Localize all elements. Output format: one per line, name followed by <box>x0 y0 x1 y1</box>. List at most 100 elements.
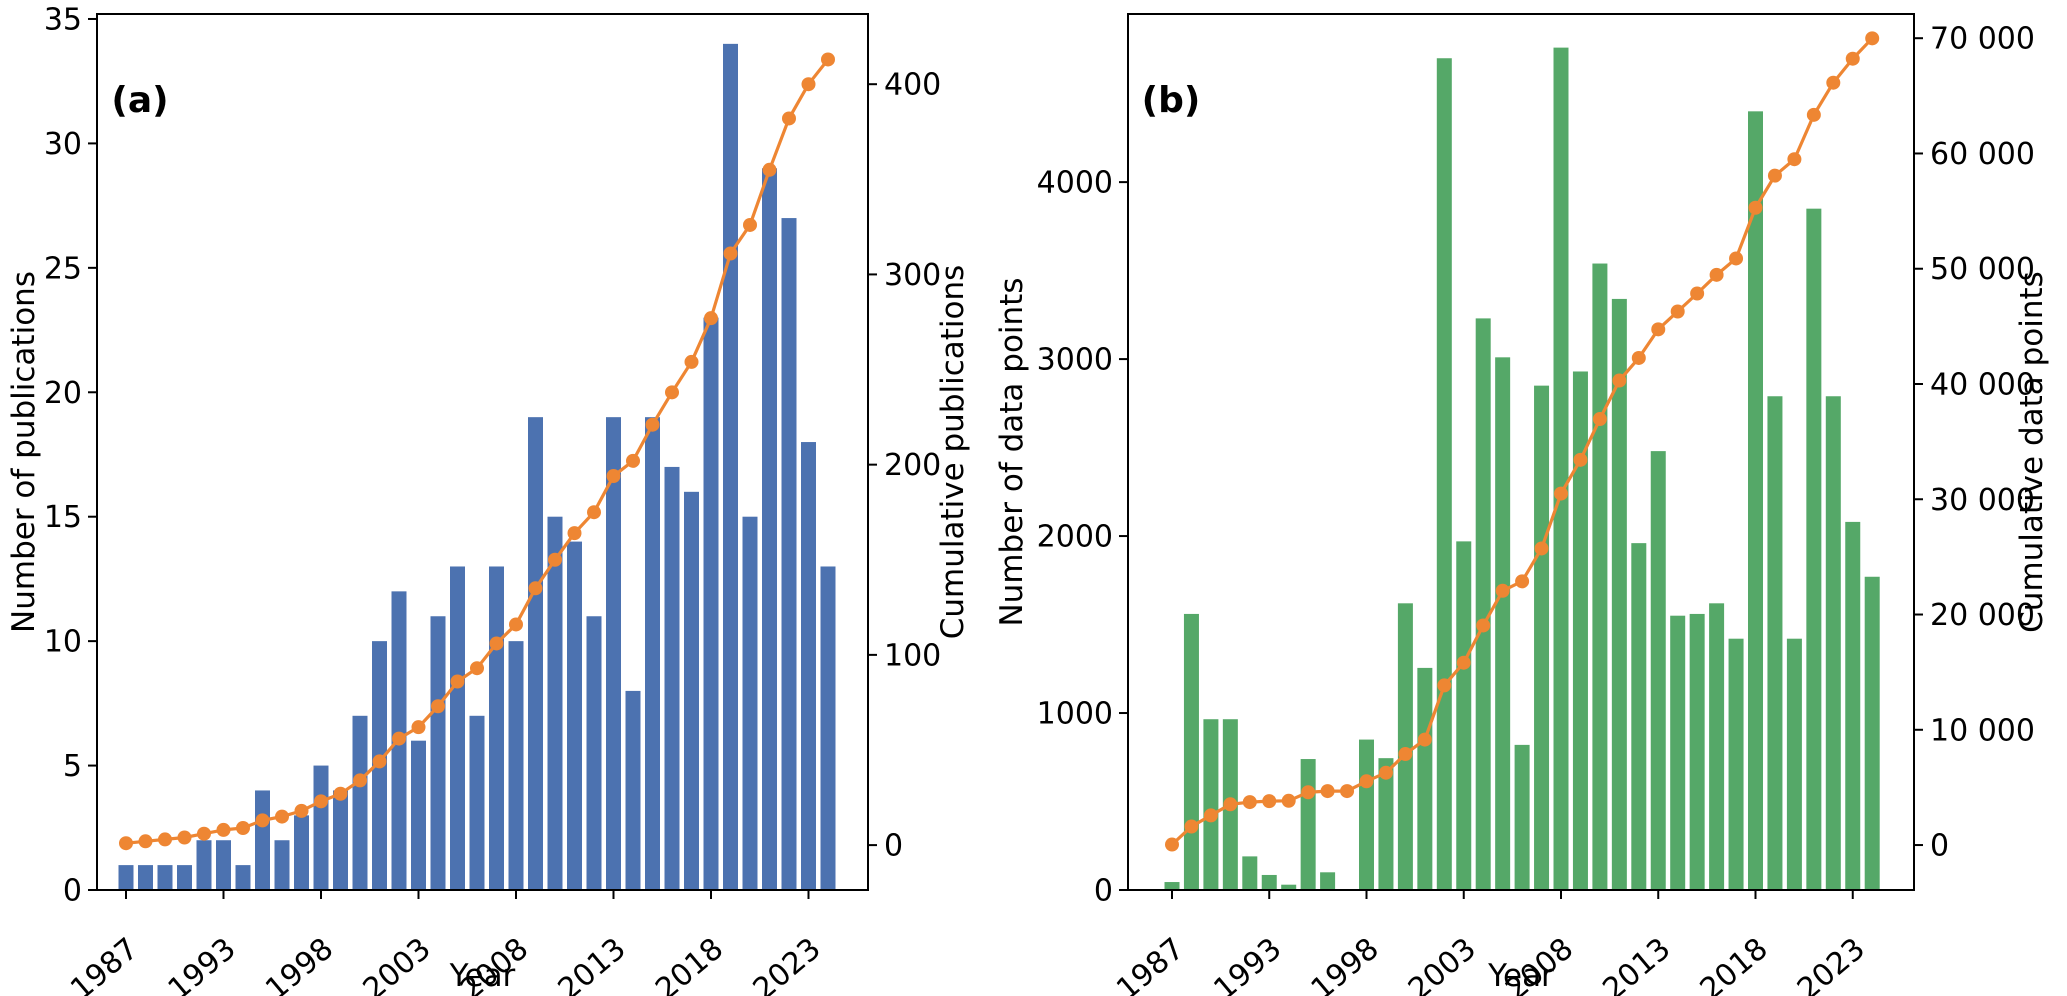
y-axis-title-left: Number of data points <box>994 277 1030 626</box>
bar-2023 <box>801 442 816 890</box>
bar-2010 <box>1592 263 1608 890</box>
cumulative-marker-2002 <box>1437 678 1452 693</box>
bar-2011 <box>1611 298 1627 890</box>
y-axis-title-right: Cumulative data points <box>2014 271 2050 633</box>
bar-2022 <box>781 218 797 890</box>
ytick-label-right: 300 <box>884 258 941 293</box>
cumulative-marker-1990 <box>1203 808 1218 823</box>
bar-1996 <box>1320 872 1336 890</box>
cumulative-marker-1995 <box>255 813 270 828</box>
cumulative-marker-1992 <box>1242 795 1257 810</box>
cumulative-marker-2020 <box>743 217 757 232</box>
cumulative-marker-2007 <box>489 636 504 651</box>
bar-2006 <box>469 715 485 890</box>
cumulative-marker-2013 <box>1651 322 1666 337</box>
cumulative-marker-2003 <box>411 720 426 735</box>
cumulative-marker-2017 <box>1729 251 1744 266</box>
bar-2024 <box>820 566 836 890</box>
plot-frame <box>1127 13 1915 891</box>
cumulative-marker-1998 <box>314 794 328 809</box>
bar-2009 <box>528 417 543 890</box>
bar-1996 <box>274 840 290 890</box>
bar-1995 <box>255 790 270 890</box>
cumulative-marker-2006 <box>1515 574 1530 589</box>
bar-2013 <box>1650 451 1666 890</box>
bar-2007 <box>489 566 504 890</box>
bar-2003 <box>411 740 426 890</box>
cumulative-marker-2014 <box>626 453 640 468</box>
bar-2012 <box>586 616 602 890</box>
cumulative-marker-2015 <box>1690 286 1705 301</box>
cumulative-marker-1989 <box>138 834 153 849</box>
cumulative-marker-2009 <box>528 581 543 596</box>
cumulative-line <box>1170 36 1874 847</box>
cumulative-marker-1999 <box>1378 765 1393 780</box>
cumulative-marker-2019 <box>1767 168 1782 183</box>
ytick-label-right: 20 000 <box>1930 598 2035 633</box>
cumulative-marker-2000 <box>353 773 367 788</box>
cumulative-marker-2022 <box>1826 75 1841 90</box>
bar-1993 <box>216 840 231 890</box>
bar-1990 <box>157 865 173 890</box>
bar-2010 <box>547 516 563 890</box>
bar-2006 <box>1514 744 1530 890</box>
cumulative-marker-2007 <box>1534 541 1549 556</box>
ytick-label-left: 4000 <box>1037 166 1113 201</box>
bar-2003 <box>1456 541 1472 890</box>
cumulative-marker-2019 <box>723 246 738 261</box>
ytick-label-right: 100 <box>884 638 941 673</box>
ytick-label-left: 25 <box>44 251 82 286</box>
bar-1989 <box>138 865 153 890</box>
bar-1994 <box>235 865 251 890</box>
cumulative-marker-1994 <box>1281 793 1296 808</box>
ytick-label-right: 0 <box>884 829 903 864</box>
cumulative-marker-2012 <box>587 505 601 520</box>
y-axis-title-right: Cumulative publications <box>935 265 971 640</box>
xtick-label-year: 2018 <box>1694 931 1775 996</box>
cumulative-marker-2010 <box>1592 412 1607 427</box>
bar-2023 <box>1845 521 1861 890</box>
xtick-label-year: 2003 <box>357 931 438 996</box>
ytick-label-right: 0 <box>1930 829 1949 864</box>
cumulative-marker-2005 <box>1495 583 1510 598</box>
bar-2014 <box>625 690 641 890</box>
cumulative-marker-2010 <box>548 552 562 567</box>
ytick-label-left: 15 <box>44 500 82 535</box>
cumulative-marker-2021 <box>762 162 777 177</box>
xtick-label-year: 2013 <box>552 931 633 996</box>
xtick-label-year: 2023 <box>747 931 828 996</box>
bar-2007 <box>1534 385 1550 890</box>
cumulative-marker-2022 <box>782 111 796 126</box>
cumulative-marker-2017 <box>684 354 699 369</box>
cumulative-marker-2009 <box>1573 452 1588 467</box>
panel-b: 0 1000 2000 3000 4000 0 10 000 20 000 30 000 40 0… <box>994 13 2050 996</box>
bar-1990 <box>1203 719 1219 890</box>
cumulative-marker-2021 <box>1806 107 1821 122</box>
bar-1993 <box>1261 874 1277 890</box>
bar-1992 <box>1242 856 1258 890</box>
bar-2015 <box>645 417 660 890</box>
ytick-label-right: 30 000 <box>1930 483 2035 518</box>
bar-2017 <box>1728 638 1744 890</box>
cumulative-marker-1989 <box>1184 819 1199 834</box>
xtick-label-year: 2013 <box>1596 931 1677 996</box>
bar-1995 <box>1300 759 1316 890</box>
cumulative-marker-2000 <box>1398 747 1413 762</box>
cumulative-marker-2012 <box>1631 350 1646 365</box>
cumulative-marker-1987 <box>119 836 133 851</box>
ytick-label-right: 50 000 <box>1930 252 2035 287</box>
ytick-label-left: 0 <box>1094 874 1113 909</box>
cumulative-marker-2015 <box>645 417 660 432</box>
plot-frame <box>96 13 869 891</box>
cumulative-marker-2002 <box>392 731 406 746</box>
bar-1987 <box>1164 882 1180 890</box>
panel-label: (a) <box>111 80 168 121</box>
ytick-label-left: 5 <box>63 749 82 784</box>
ytick-label-right: 400 <box>884 68 941 103</box>
ytick-label-left: 3000 <box>1037 343 1113 378</box>
cumulative-marker-2005 <box>450 674 465 689</box>
ytick-label-right: 40 000 <box>1930 367 2035 402</box>
cumulative-marker-1994 <box>236 820 250 835</box>
cumulative-marker-2008 <box>509 617 523 632</box>
